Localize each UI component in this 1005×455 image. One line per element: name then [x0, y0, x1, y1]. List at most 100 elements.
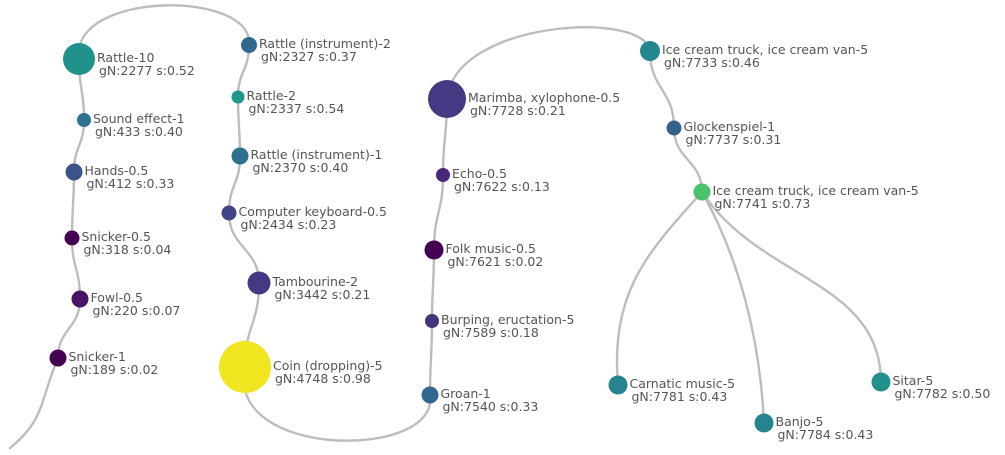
node-circle[interactable] — [231, 147, 249, 165]
node-circle[interactable] — [754, 413, 774, 433]
node-name-label: Banjo-5 — [776, 414, 824, 429]
node-name-label: Fowl-0.5 — [91, 290, 143, 305]
node-n22[interactable]: Banjo-5gN:7784 s:0.43 — [754, 413, 874, 443]
node-stats-label: gN:7741 s:0.73 — [715, 196, 811, 211]
node-n4[interactable]: Snicker-0.5gN:318 s:0.04 — [64, 229, 172, 257]
node-name-label: Folk music-0.5 — [446, 241, 536, 256]
node-circle[interactable] — [666, 120, 682, 136]
node-name-label: Marimba, xylophone-0.5 — [468, 90, 620, 105]
node-stats-label: gN:7728 s:0.21 — [470, 103, 566, 118]
node-name-label: Sitar-5 — [893, 373, 934, 388]
node-stats-label: gN:7621 s:0.02 — [448, 254, 544, 269]
edge-n16-n15 — [430, 248, 436, 323]
node-circle[interactable] — [71, 290, 89, 308]
node-name-label: Rattle-2 — [247, 88, 297, 103]
node-stats-label: gN:7540 s:0.33 — [443, 399, 539, 414]
node-n8[interactable]: Rattle-2gN:2337 s:0.54 — [231, 88, 345, 116]
node-stats-label: gN:7733 s:0.46 — [664, 55, 760, 70]
node-circle[interactable] — [428, 80, 466, 118]
node-stats-label: gN:2277 s:0.52 — [99, 63, 195, 78]
node-n5[interactable]: Fowl-0.5gN:220 s:0.07 — [71, 290, 181, 318]
node-name-label: Rattle (instrument)-1 — [251, 147, 383, 162]
edge-n17-n16 — [428, 319, 434, 397]
node-stats-label: gN:433 s:0.40 — [95, 124, 183, 139]
node-name-label: Snicker-0.5 — [82, 229, 151, 244]
node-stats-label: gN:7622 s:0.13 — [454, 179, 550, 194]
edge-n13-n18 — [445, 26, 652, 101]
node-circle[interactable] — [425, 314, 439, 328]
node-n10[interactable]: Computer keyboard-0.5gN:2434 s:0.23 — [221, 204, 387, 232]
node-n15[interactable]: Folk music-0.5gN:7621 s:0.02 — [424, 240, 544, 270]
node-n18[interactable]: Ice cream truck, ice cream van-5gN:7733 … — [640, 41, 868, 70]
node-circle[interactable] — [64, 230, 80, 246]
node-name-label: Carnatic music-5 — [630, 376, 736, 391]
node-circle[interactable] — [693, 183, 711, 201]
node-circle[interactable] — [49, 349, 67, 367]
node-stats-label: gN:189 s:0.02 — [71, 362, 159, 377]
node-stats-label: gN:7782 s:0.50 — [895, 386, 991, 401]
node-n20[interactable]: Ice cream truck, ice cream van-5gN:7741 … — [693, 183, 919, 211]
node-n14[interactable]: Echo-0.5gN:7622 s:0.13 — [436, 166, 550, 194]
node-circle[interactable] — [77, 113, 91, 127]
node-stats-label: gN:2370 s:0.40 — [253, 160, 349, 175]
edge-n12-n17 — [242, 365, 432, 442]
node-stats-label: gN:3442 s:0.21 — [275, 287, 371, 302]
node-n3[interactable]: Hands-0.5gN:412 s:0.33 — [65, 163, 175, 191]
node-name-label: Coin (dropping)-5 — [273, 358, 383, 373]
node-circle[interactable] — [241, 37, 257, 53]
node-n13[interactable]: Marimba, xylophone-0.5gN:7728 s:0.21 — [428, 80, 620, 118]
node-circle[interactable] — [436, 168, 450, 182]
node-circle[interactable] — [219, 341, 271, 393]
node-n7[interactable]: Rattle (instrument)-2gN:2327 s:0.37 — [241, 36, 391, 64]
node-n17[interactable]: Groan-1gN:7540 s:0.33 — [421, 386, 539, 414]
edge-n20-n23 — [700, 190, 883, 384]
node-name-label: Snicker-1 — [69, 349, 127, 364]
node-circle[interactable] — [871, 372, 891, 392]
node-stats-label: gN:7737 s:0.31 — [686, 132, 782, 147]
node-stats-label: gN:220 s:0.07 — [93, 303, 181, 318]
node-circle[interactable] — [65, 163, 83, 181]
node-name-label: Rattle-10 — [97, 50, 154, 65]
edge-n18-n19 — [648, 49, 676, 130]
node-name-label: Rattle (instrument)-2 — [259, 36, 391, 51]
edge-n15-n14 — [432, 173, 445, 252]
node-name-label: Echo-0.5 — [452, 166, 507, 181]
node-circle[interactable] — [63, 43, 95, 75]
edge-n20-n22 — [700, 190, 766, 425]
edge-tail — [8, 356, 60, 450]
edge-n1-n7 — [77, 4, 251, 61]
node-circle[interactable] — [247, 271, 271, 295]
node-n23[interactable]: Sitar-5gN:7782 s:0.50 — [871, 372, 991, 402]
edge-n8-n9 — [236, 95, 242, 158]
node-n19[interactable]: Glockenspiel-1gN:7737 s:0.31 — [666, 119, 782, 147]
node-stats-label: gN:7784 s:0.43 — [778, 427, 874, 442]
edge-n3-n4 — [70, 170, 76, 240]
node-n2[interactable]: Sound effect-1gN:433 s:0.40 — [77, 111, 185, 139]
node-n12[interactable]: Coin (dropping)-5gN:4748 s:0.98 — [219, 341, 383, 393]
edge-n4-n5 — [70, 236, 82, 301]
node-stats-label: gN:7589 s:0.18 — [443, 325, 539, 340]
edge-n20-n21 — [615, 190, 704, 387]
node-n9[interactable]: Rattle (instrument)-1gN:2370 s:0.40 — [231, 147, 383, 175]
node-stats-label: gN:7781 s:0.43 — [632, 389, 728, 404]
node-circle[interactable] — [424, 240, 444, 260]
node-name-label: Burping, eructation-5 — [441, 312, 574, 327]
node-stats-label: gN:318 s:0.04 — [84, 242, 172, 257]
node-circle[interactable] — [608, 375, 628, 395]
edge-n19-n20 — [672, 126, 704, 194]
node-n16[interactable]: Burping, eructation-5gN:7589 s:0.18 — [425, 312, 574, 340]
node-name-label: Hands-0.5 — [85, 163, 149, 178]
node-n11[interactable]: Tambourine-2gN:3442 s:0.21 — [247, 271, 371, 303]
node-name-label: Ice cream truck, ice cream van-5 — [662, 42, 868, 57]
node-stats-label: gN:412 s:0.33 — [87, 176, 175, 191]
node-circle[interactable] — [421, 386, 439, 404]
node-n21[interactable]: Carnatic music-5gN:7781 s:0.43 — [608, 375, 736, 405]
node-stats-label: gN:2327 s:0.37 — [261, 49, 357, 64]
node-name-label: Sound effect-1 — [93, 111, 185, 126]
node-circle[interactable] — [231, 90, 245, 104]
node-circle[interactable] — [221, 205, 237, 221]
node-circle[interactable] — [640, 41, 660, 61]
node-n6[interactable]: Snicker-1gN:189 s:0.02 — [49, 349, 159, 377]
